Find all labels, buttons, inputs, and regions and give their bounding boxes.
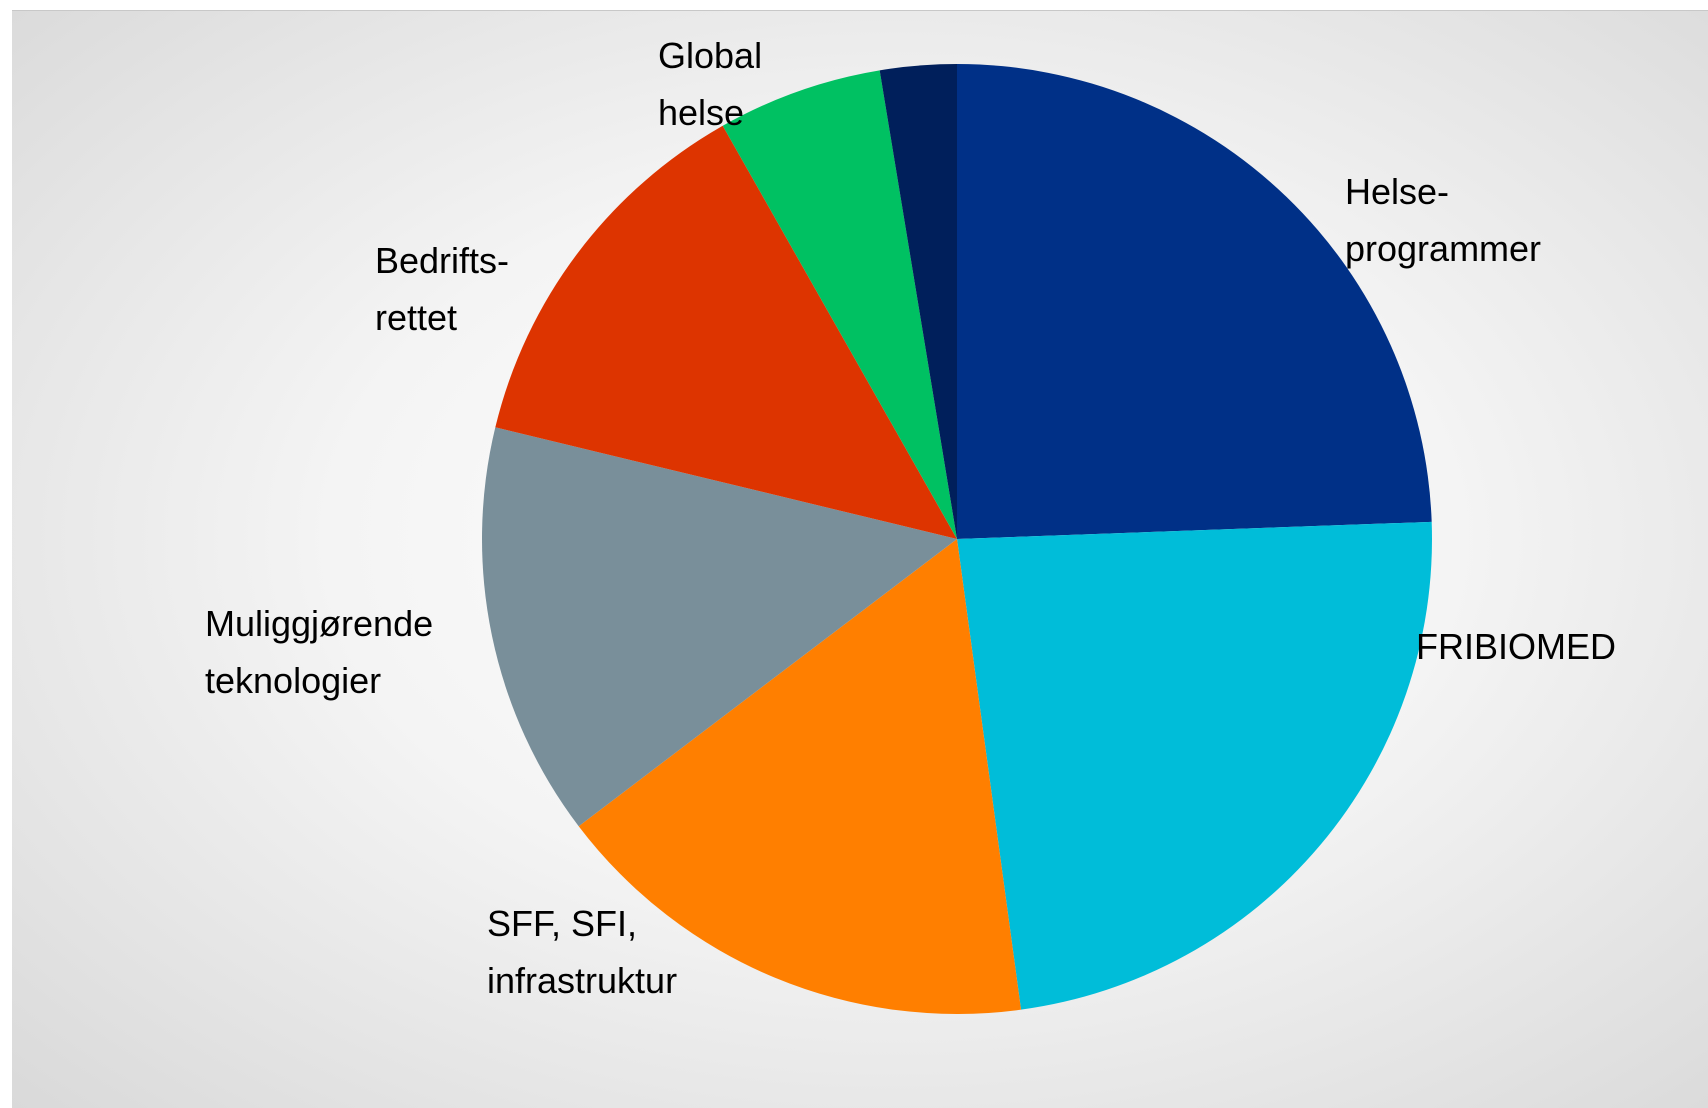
pie-slice [957,64,1432,539]
slice-label: Global helse [658,35,763,133]
pie-slice [957,521,1433,1010]
pie-slice [879,64,957,539]
pie-slice [722,70,957,539]
pie-slice [578,539,1022,1014]
slice-label: Helse- programmer [1345,171,1542,269]
slice-label: SFF, SFI, infrastruktur [487,903,678,1001]
slice-label: Bedrifts- rettet [375,240,510,338]
pie-slice [482,427,957,827]
pie-slice [495,125,957,539]
slice-label: FRIBIOMED [1416,626,1617,667]
slice-label: Muliggjørende teknologier [205,603,434,701]
